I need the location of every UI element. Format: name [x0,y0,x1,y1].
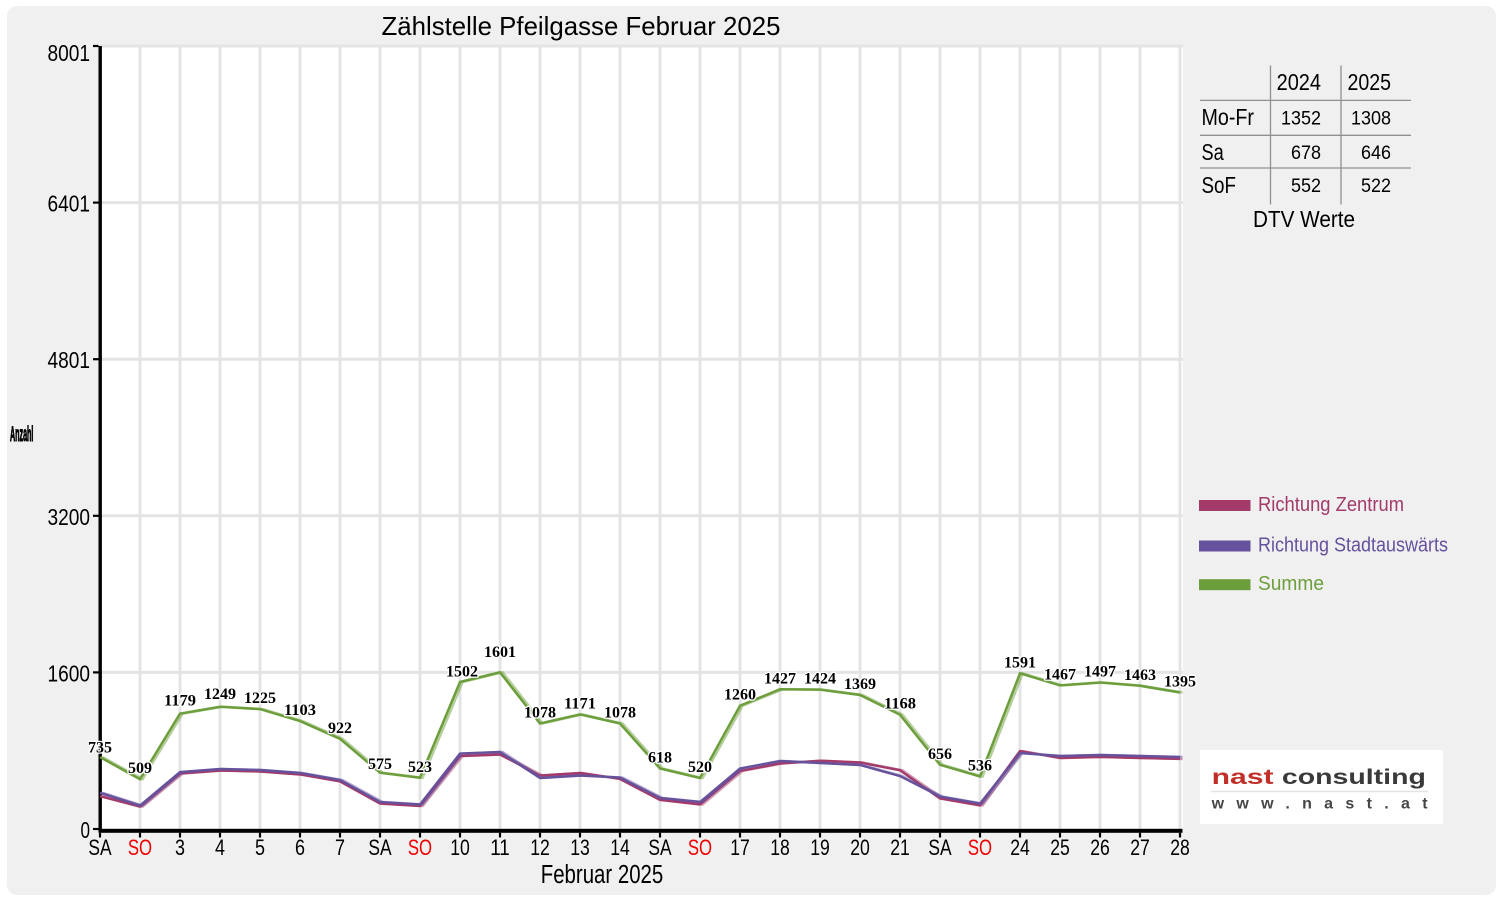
svg-text:Mo-Fr: Mo-Fr [1202,104,1255,130]
svg-text:4: 4 [215,835,225,860]
svg-text:3: 3 [175,835,185,860]
svg-text:11: 11 [490,835,510,860]
svg-text:3200: 3200 [48,504,91,530]
svg-text:1600: 1600 [48,660,91,686]
svg-text:SO: SO [968,835,992,860]
svg-text:1591: 1591 [1004,654,1036,671]
svg-text:1424: 1424 [804,671,836,688]
svg-text:552: 552 [1291,175,1321,197]
svg-text:6401: 6401 [48,191,91,217]
svg-text:1463: 1463 [1124,667,1156,684]
svg-text:24: 24 [1010,835,1030,860]
svg-text:7: 7 [335,835,345,860]
svg-text:6: 6 [295,835,305,860]
svg-text:SO: SO [688,835,712,860]
svg-text:12: 12 [530,835,550,860]
svg-text:646: 646 [1361,142,1391,164]
svg-text:1502: 1502 [446,664,478,681]
svg-text:536: 536 [968,758,992,775]
svg-text:1467: 1467 [1044,666,1076,683]
svg-text:Summe: Summe [1258,572,1324,595]
svg-text:5: 5 [255,835,265,860]
svg-text:735: 735 [88,740,112,757]
svg-text:1352: 1352 [1281,108,1321,130]
svg-text:520: 520 [688,759,712,776]
svg-text:1179: 1179 [164,693,196,710]
svg-text:0: 0 [81,817,91,843]
svg-text:575: 575 [368,756,392,773]
svg-text:1395: 1395 [1164,674,1196,691]
svg-text:Anzahl: Anzahl [10,424,33,447]
svg-text:1168: 1168 [884,696,916,713]
svg-text:922: 922 [328,720,352,737]
svg-text:1601: 1601 [484,644,516,661]
svg-text:18: 18 [770,835,790,860]
svg-text:SA: SA [368,835,391,860]
svg-text:SA: SA [928,835,951,860]
svg-text:Richtung Stadtauswärts: Richtung Stadtauswärts [1258,534,1448,557]
svg-text:678: 678 [1291,142,1321,164]
svg-text:618: 618 [648,750,672,767]
svg-text:1427: 1427 [764,670,796,687]
svg-text:SA: SA [648,835,671,860]
svg-text:2024: 2024 [1277,69,1322,95]
svg-text:17: 17 [730,835,750,860]
svg-text:1260: 1260 [724,687,756,704]
svg-text:522: 522 [1361,175,1391,197]
svg-text:20: 20 [850,835,870,860]
svg-text:13: 13 [570,835,590,860]
svg-text:1308: 1308 [1351,108,1391,130]
svg-text:nast: nast [1212,765,1274,789]
svg-text:SO: SO [408,835,432,860]
svg-text:1225: 1225 [244,690,276,707]
svg-text:27: 27 [1130,835,1150,860]
svg-text:2025: 2025 [1348,69,1392,95]
svg-text:consulting: consulting [1282,765,1426,789]
svg-text:1103: 1103 [284,702,316,719]
svg-text:Sa: Sa [1202,139,1224,165]
svg-text:509: 509 [128,760,152,777]
svg-text:SoF: SoF [1202,172,1236,198]
svg-text:21: 21 [890,835,910,860]
svg-text:523: 523 [408,759,432,776]
svg-text:Februar 2025: Februar 2025 [541,861,664,889]
svg-text:1497: 1497 [1084,664,1116,681]
svg-text:10: 10 [450,835,470,860]
svg-text:SA: SA [88,835,111,860]
svg-text:656: 656 [928,746,952,763]
svg-text:8001: 8001 [48,40,91,66]
svg-text:1369: 1369 [844,676,876,693]
svg-text:1078: 1078 [604,705,636,722]
svg-text:1171: 1171 [564,695,596,712]
svg-text:26: 26 [1090,835,1110,860]
svg-text:SO: SO [128,835,152,860]
svg-text:1078: 1078 [524,705,556,722]
svg-text:Zählstelle Pfeilgasse Februar: Zählstelle Pfeilgasse Februar 2025 [382,11,781,41]
svg-text:1249: 1249 [204,686,236,703]
svg-text:28: 28 [1170,835,1190,860]
svg-text:19: 19 [810,835,830,860]
svg-text:25: 25 [1050,835,1070,860]
svg-text:DTV Werte: DTV Werte [1253,206,1355,232]
svg-text:4801: 4801 [48,347,91,373]
svg-text:14: 14 [610,835,630,860]
svg-text:Richtung Zentrum: Richtung Zentrum [1258,493,1404,516]
